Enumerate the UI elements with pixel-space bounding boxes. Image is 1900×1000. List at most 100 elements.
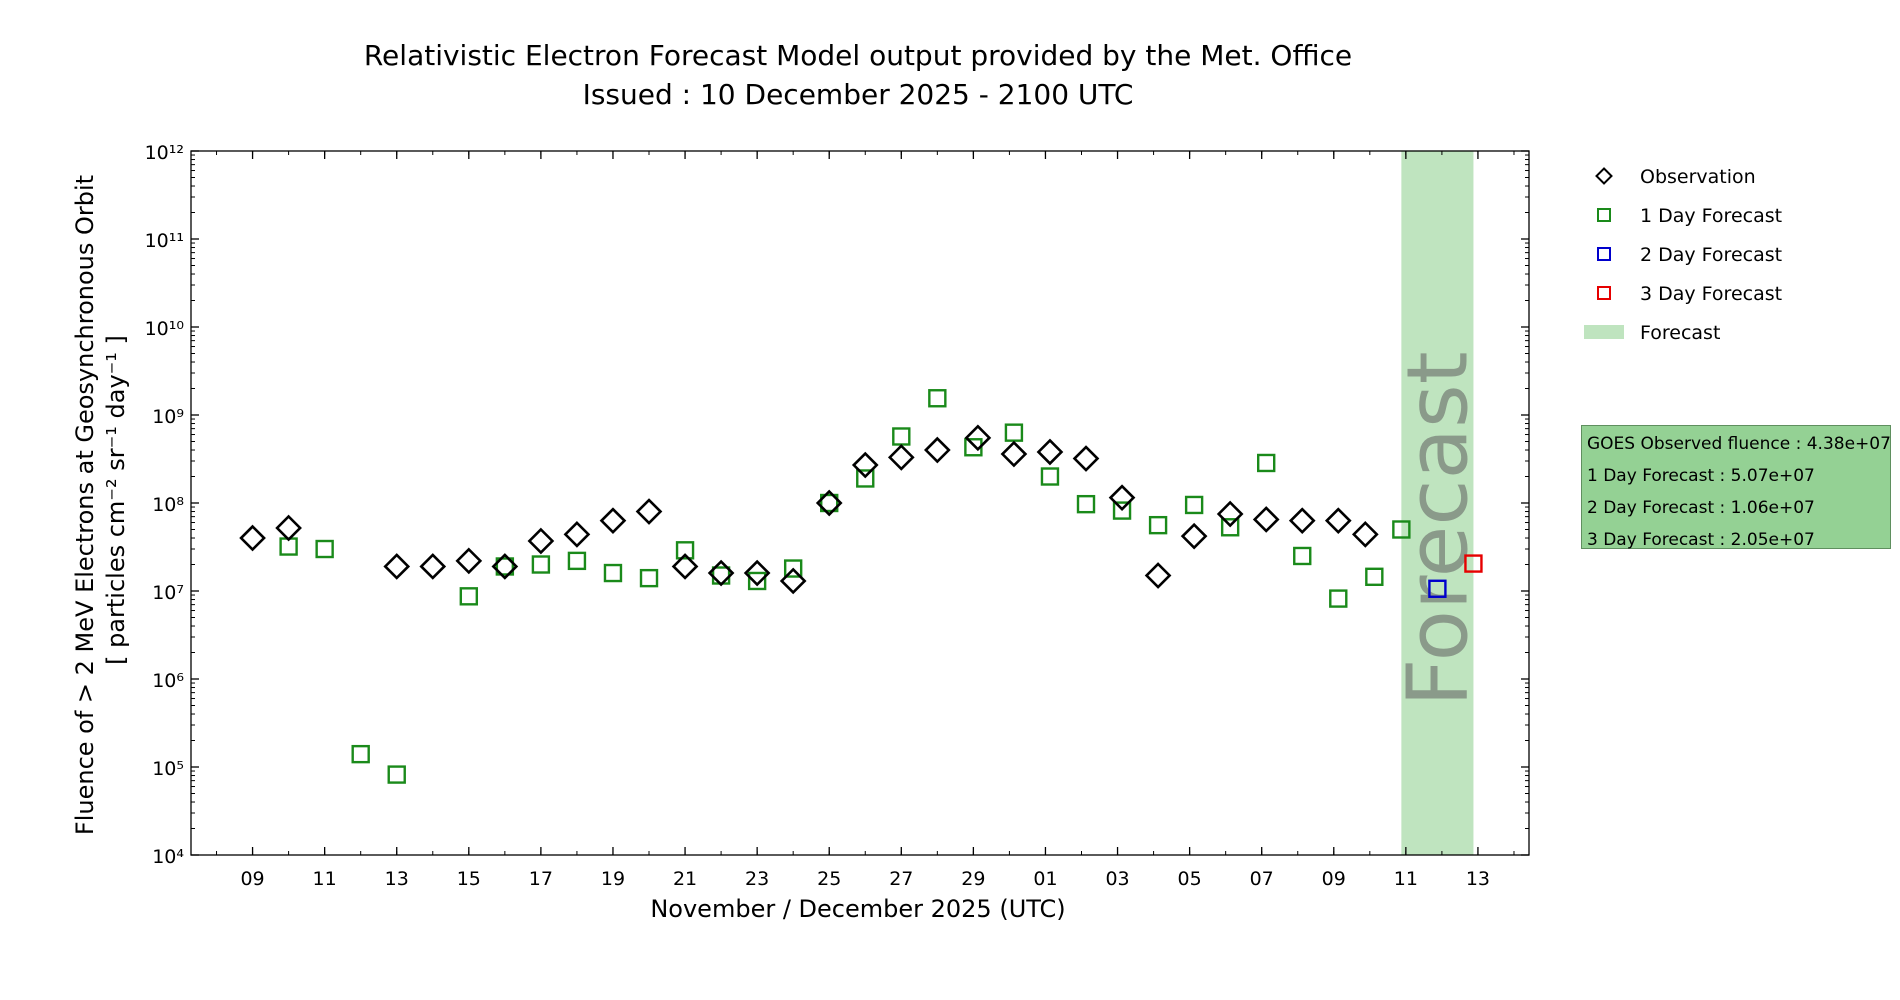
legend-forecast-swatch (1584, 325, 1624, 339)
1-day-forecast-point (459, 587, 479, 606)
info-3day-forecast: 3 Day Forecast : 2.05e+07 (1587, 530, 1815, 550)
y-tick-label: 10⁶ (152, 670, 184, 692)
observation-point (1252, 506, 1280, 533)
1-day-forecast-point (1004, 423, 1024, 442)
info-2day-forecast: 2 Day Forecast : 1.06e+07 (1587, 498, 1815, 518)
legend-observation-marker (1595, 167, 1613, 185)
1-day-forecast-point (1365, 567, 1384, 586)
1-day-forecast-point (856, 469, 875, 488)
1-day-forecast-point (387, 765, 406, 784)
1-day-forecast-point (1184, 495, 1204, 515)
x-tick-label: 29 (961, 868, 985, 890)
1-day-forecast-point (1076, 494, 1096, 514)
observation-point (923, 436, 951, 464)
observation-point (599, 507, 627, 534)
fluence-info-box: GOES Observed fluence : 4.38e+07 1 Day F… (1581, 425, 1891, 550)
observation-point (671, 553, 699, 580)
x-tick-label: 13 (1466, 868, 1490, 890)
chart-title-block: Relativistic Electron Forecast Model out… (0, 36, 1716, 114)
y-tick-label: 10⁸ (152, 494, 184, 516)
1-day-forecast-point (1040, 467, 1060, 486)
observation-point (815, 489, 843, 517)
x-tick-label: 11 (1394, 868, 1418, 890)
x-tick-label: 09 (1322, 868, 1346, 890)
x-tick-label: 25 (817, 868, 841, 890)
observation-point (1108, 484, 1136, 511)
observation-point (779, 567, 807, 595)
x-tick-label: 01 (1033, 868, 1057, 890)
x-tick-label: 05 (1178, 868, 1202, 890)
y-tick-label: 10¹² (145, 142, 184, 164)
legend-1-day-forecast-marker (1597, 208, 1611, 222)
1-day-forecast-point (711, 566, 731, 585)
x-tick-label: 17 (529, 868, 553, 890)
1-day-forecast-point (928, 389, 947, 408)
observation-point (239, 524, 266, 552)
forecast-span-layer: Forecast (1388, 151, 1486, 855)
1-day-forecast-point (747, 571, 767, 591)
1-day-forecast-point (603, 563, 623, 583)
observation-point (1000, 440, 1028, 468)
observation-point (743, 559, 771, 587)
x-tick-label: 03 (1105, 868, 1129, 890)
observation-point (851, 451, 879, 479)
legend-2-day-forecast-label: 2 Day Forecast (1640, 244, 1782, 266)
x-tick-label: 21 (673, 868, 697, 890)
1-day-forecast-point (351, 744, 370, 764)
observation-point (419, 553, 447, 580)
1-day-forecast-point (783, 559, 803, 578)
1-day-forecast-point (820, 493, 839, 513)
observation-point (1180, 522, 1208, 550)
x-tick-label: 15 (457, 868, 481, 890)
1-day-forecast-point (315, 539, 334, 559)
y-tick-label: 10¹¹ (145, 230, 184, 252)
1-day-forecast-point (1392, 520, 1411, 539)
legend-2-day-forecast-marker (1597, 247, 1611, 261)
x-tick-label: 23 (745, 868, 769, 890)
y-axis-label-line2: [ particles cm⁻² sr⁻¹ day⁻¹ ] (102, 335, 130, 665)
1-day-forecast-point (892, 427, 911, 446)
3-day-forecast-point (1464, 554, 1483, 573)
data-points-layer (239, 389, 1483, 784)
observation-point (1036, 438, 1064, 466)
legend-observation-label: Observation (1640, 166, 1756, 188)
forecast-span (1401, 151, 1474, 855)
chart-subtitle: Issued : 10 December 2025 - 2100 UTC (582, 78, 1134, 111)
x-tick-label: 27 (889, 868, 913, 890)
1-day-forecast-point (531, 555, 551, 574)
observation-point (635, 498, 663, 525)
plot-frame (190, 150, 1530, 856)
legend-3-day-forecast-marker (1597, 286, 1611, 300)
x-tick-label: 09 (240, 868, 264, 890)
1-day-forecast-point (1112, 501, 1132, 520)
1-day-forecast-point (1148, 515, 1168, 535)
legend-1-day-forecast-label: 1 Day Forecast (1640, 205, 1782, 227)
1-day-forecast-point (675, 541, 695, 560)
observation-point (275, 514, 302, 542)
observation-point (1324, 507, 1352, 534)
y-tick-label: 10⁵ (152, 758, 184, 780)
observation-point (1144, 562, 1172, 589)
1-day-forecast-point (1293, 546, 1312, 566)
1-day-forecast-point (1220, 518, 1240, 537)
observation-point (563, 521, 591, 548)
x-axis-label: November / December 2025 (UTC) (650, 895, 1065, 923)
x-tick-label: 13 (385, 868, 409, 890)
observation-point (1351, 521, 1379, 548)
1-day-forecast-point (1257, 453, 1276, 473)
observation-point (1288, 507, 1316, 534)
forecast-span-label: Forecast (1388, 351, 1486, 706)
legend-forecast-label: Forecast (1640, 322, 1720, 344)
x-tick-label: 11 (313, 868, 337, 890)
y-tick-label: 10⁷ (152, 582, 184, 604)
legend-3-day-forecast-label: 3 Day Forecast (1640, 283, 1782, 305)
x-tick-label: 07 (1250, 868, 1274, 890)
observation-point (964, 424, 992, 452)
observation-point (707, 559, 735, 587)
observation-point (1216, 500, 1244, 528)
observation-point (455, 547, 483, 575)
observation-point (491, 553, 519, 580)
y-tick-label: 10¹⁰ (145, 318, 184, 340)
y-tick-label: 10⁴ (152, 846, 184, 868)
